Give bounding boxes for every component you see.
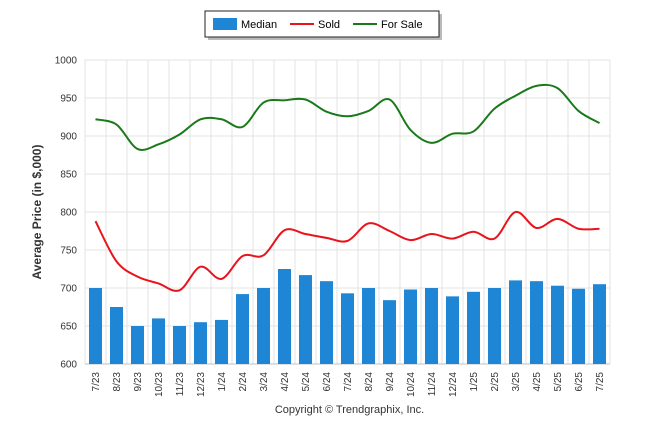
x-tick-label: 2/25	[490, 372, 501, 392]
median-bar	[572, 288, 585, 364]
median-bar	[194, 322, 207, 364]
y-tick-label: 700	[60, 284, 77, 295]
x-tick-label: 6/25	[574, 372, 585, 392]
median-bar	[152, 318, 165, 364]
x-tick-label: 12/24	[448, 372, 459, 397]
median-bar	[593, 284, 606, 364]
y-tick-label: 600	[60, 360, 77, 371]
x-tick-label: 7/25	[595, 372, 606, 392]
median-bar	[425, 288, 438, 364]
y-tick-label: 1000	[55, 56, 78, 67]
x-tick-label: 5/25	[553, 372, 564, 392]
y-tick-labels: 600 650 700 750 800 850 900 950 1000	[55, 56, 78, 371]
legend-box	[204, 10, 440, 38]
x-tick-label: 2/24	[238, 372, 249, 392]
x-tick-label: 12/23	[196, 372, 207, 397]
x-tick-label: 1/25	[469, 372, 480, 392]
median-bar	[257, 288, 270, 364]
x-tick-label: 6/24	[322, 372, 333, 392]
median-bar	[341, 293, 354, 364]
y-tick-label: 850	[60, 170, 77, 181]
grid-lines	[84, 59, 611, 365]
median-bar	[383, 300, 396, 364]
median-bar	[488, 288, 501, 364]
for-sale-line	[95, 83, 601, 151]
x-tick-label: 10/24	[406, 372, 417, 397]
y-tick-label: 900	[60, 132, 77, 143]
legend: Median Sold For Sale	[204, 10, 442, 40]
x-tick-label: 4/25	[532, 372, 543, 392]
x-tick-label: 1/24	[217, 372, 228, 392]
median-bar	[509, 280, 522, 364]
median-bar	[110, 307, 123, 364]
median-bar	[299, 275, 312, 364]
median-bar	[362, 288, 375, 364]
median-bar	[320, 281, 333, 364]
legend-label-for-sale: For Sale	[381, 19, 423, 31]
median-bar	[236, 294, 249, 364]
x-tick-label: 11/23	[175, 372, 186, 397]
x-tick-label: 4/24	[280, 372, 291, 392]
median-bar	[551, 285, 564, 364]
x-tick-label: 7/24	[343, 372, 354, 392]
y-tick-label: 800	[60, 208, 77, 219]
legend-label-sold: Sold	[318, 19, 340, 31]
x-tick-label: 11/24	[427, 372, 438, 397]
x-tick-label: 3/25	[511, 372, 522, 392]
x-tick-label: 5/24	[301, 372, 312, 392]
sold-line	[94, 210, 600, 292]
legend-swatch-median	[213, 18, 237, 30]
median-bar	[131, 326, 144, 364]
x-tick-label: 9/24	[385, 372, 396, 392]
median-bar	[278, 269, 291, 364]
x-tick-label: 10/23	[154, 372, 165, 397]
median-bar	[173, 326, 186, 364]
median-bar	[530, 281, 543, 364]
y-tick-label: 950	[60, 94, 77, 105]
median-bars	[89, 269, 606, 364]
median-bar	[446, 296, 459, 364]
x-tick-label: 8/23	[112, 372, 123, 392]
x-tick-label: 7/23	[91, 372, 102, 392]
x-tick-label: 8/24	[364, 372, 375, 392]
x-tick-label: 3/24	[259, 372, 270, 392]
line-series	[94, 83, 601, 292]
median-bar	[467, 291, 480, 364]
y-axis-title: Average Price (in $,000)	[30, 145, 44, 280]
copyright-text: Copyright © Trendgraphix, Inc.	[275, 404, 424, 416]
x-tick-label: 9/23	[133, 372, 144, 392]
y-tick-label: 650	[60, 322, 77, 333]
median-bar	[89, 288, 102, 364]
x-tick-labels: 7/23 8/23 9/23 10/23 11/23 12/23 1/24 2/24 3/24 4…	[91, 372, 606, 397]
median-bar	[404, 289, 417, 364]
median-bar	[215, 319, 228, 364]
legend-label-median: Median	[241, 19, 277, 31]
y-tick-label: 750	[60, 246, 77, 257]
